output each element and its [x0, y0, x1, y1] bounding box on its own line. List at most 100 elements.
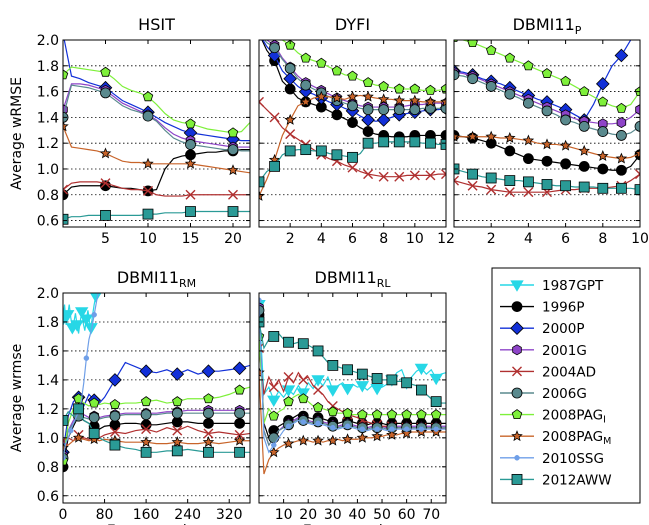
- point-2008PAG_I: [394, 83, 405, 94]
- point-2008PAG_I: [430, 409, 442, 420]
- point-2008PAG_I: [270, 30, 280, 39]
- point-2006G: [227, 144, 239, 156]
- series-line-2008PAG_M: [63, 126, 250, 174]
- point-2008PAG_M: [504, 131, 516, 143]
- point-2008PAG_M: [522, 134, 535, 146]
- x-tick-label: 4: [317, 231, 326, 247]
- plot-frame: [62, 292, 251, 504]
- point-2012AWW: [393, 136, 405, 148]
- point-1987GPT: [355, 381, 370, 393]
- point-2008PAG_M: [142, 157, 154, 169]
- y-tick-label: 2.0: [37, 33, 59, 49]
- point-2012AWW: [634, 184, 640, 196]
- point-2010SSG: [91, 311, 97, 318]
- point-2008PAG_M: [99, 147, 112, 159]
- point-2008PAG_M: [541, 138, 553, 150]
- point-2008PAG_M: [341, 433, 354, 445]
- point-2008PAG_M: [284, 113, 296, 125]
- y-tick-label: 1.4: [37, 110, 59, 126]
- point-1996P: [504, 145, 516, 157]
- legend-label: 2000P: [542, 321, 585, 337]
- legend-item: 2012AWW: [500, 472, 612, 488]
- point-1996P: [597, 163, 609, 175]
- point-2008PAG_I: [234, 384, 245, 395]
- point-2012AWW: [430, 396, 442, 408]
- point-2008PAG_I: [172, 396, 183, 407]
- point-2006G: [578, 121, 590, 132]
- panel-title: DBMI11RL: [315, 268, 392, 290]
- series-line-1996P: [63, 149, 250, 196]
- point-2012AWW: [284, 145, 296, 157]
- point-2008PAG_I: [140, 396, 152, 407]
- point-2008PAG_I: [401, 409, 412, 420]
- plot-frame: [258, 292, 447, 504]
- point-2006G: [560, 114, 571, 126]
- x-tick-label: 8: [379, 231, 388, 247]
- point-1987GPT: [326, 385, 340, 397]
- point-2006G: [454, 69, 460, 81]
- x-tick-label: 240: [174, 507, 201, 523]
- series-line-2006G: [63, 84, 250, 152]
- point-2010SSG: [315, 420, 321, 427]
- point-2000P: [376, 113, 391, 127]
- x-tick-label: 20: [299, 507, 317, 523]
- point-2004AD: [100, 178, 111, 189]
- point-2006G: [634, 121, 640, 132]
- point-2000P: [639, 40, 640, 41]
- point-2008PAG_M: [377, 93, 390, 105]
- point-1987GPT: [94, 282, 106, 292]
- point-2008PAG_M: [315, 90, 328, 102]
- panel-0: 0.6 0.8 1.0 1.2 1.4 1.6 1.8 2.0 5 10 15 20 HSIT Avera…: [9, 15, 251, 247]
- point-2008PAG_I: [268, 410, 279, 421]
- x-tick-label: 10: [631, 231, 649, 247]
- legend-marker: [512, 366, 522, 377]
- point-2006G: [88, 412, 100, 423]
- x-tick-label: 4: [524, 231, 533, 247]
- point-2012AWW: [362, 137, 374, 149]
- point-1987GPT: [311, 375, 325, 387]
- point-2012AWW: [185, 206, 196, 217]
- point-2012AWW: [440, 139, 446, 150]
- point-2004AD: [313, 385, 324, 396]
- point-2004AD: [259, 96, 264, 107]
- point-2004AD: [109, 427, 120, 438]
- y-tick-label: 1.6: [37, 344, 59, 360]
- point-2000P: [361, 113, 375, 127]
- point-2008PAG_I: [485, 44, 497, 55]
- point-2000P: [170, 367, 185, 381]
- point-2010SSG: [344, 423, 351, 429]
- series-group: [63, 282, 250, 473]
- panel-1: 2 4 6 8 10 12 DYFI: [254, 15, 455, 247]
- point-2006G: [541, 105, 553, 117]
- point-1996P: [560, 158, 571, 170]
- y-tick-label: 0.8: [37, 460, 59, 476]
- point-2012AWW: [371, 373, 383, 384]
- point-2012AWW: [203, 446, 214, 458]
- point-2012AWW: [283, 336, 294, 348]
- point-2008PAG_M: [346, 90, 359, 102]
- point-2012AWW: [297, 338, 309, 350]
- point-2008PAG_M: [424, 95, 437, 107]
- point-2008PAG_I: [440, 83, 446, 94]
- point-2010SSG: [300, 419, 307, 425]
- point-1987GPT: [70, 320, 84, 332]
- point-2012AWW: [227, 206, 239, 217]
- x-tick-label: 6: [561, 231, 570, 247]
- point-2012AWW: [315, 145, 327, 157]
- point-2004AD: [172, 425, 183, 436]
- point-1987GPT: [267, 395, 281, 407]
- point-2008PAG_I: [347, 70, 358, 81]
- y-tick-label: 1.8: [37, 59, 59, 75]
- point-2004AD: [298, 374, 309, 385]
- point-2008PAG_M: [171, 436, 184, 448]
- series-group: [63, 40, 250, 225]
- series-group: [259, 297, 446, 475]
- point-2012AWW: [356, 368, 368, 380]
- point-2008PAG_M: [299, 95, 312, 107]
- point-2008PAG_I: [378, 80, 389, 91]
- point-2006G: [254, 29, 264, 39]
- y-tick-label: 0.6: [37, 214, 59, 230]
- legend-label: 2010SSG: [542, 451, 604, 467]
- point-2008PAG_I: [523, 60, 534, 71]
